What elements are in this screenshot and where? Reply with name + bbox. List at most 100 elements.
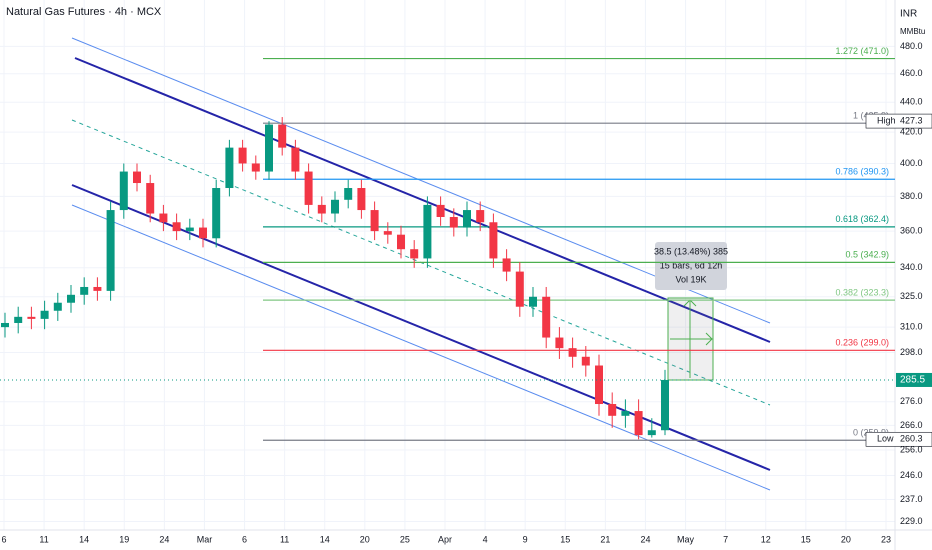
channel-outer-lower [71,204,771,491]
candle-body [463,210,471,228]
measure-label-box [655,242,727,290]
candle-body [212,188,221,239]
candle-body [265,124,273,172]
measure-volume: Vol 19K [675,274,706,284]
y-tick-label: 246.0 [900,470,923,480]
price-marker-value: 260.3 [900,434,923,444]
candle-body [581,356,590,366]
y-tick-label: 400.0 [900,158,923,168]
candle-body [278,124,287,148]
candle-body [647,430,656,436]
y-tick-label: 256.0 [900,444,923,454]
candle-body [53,302,62,311]
channel-upper [74,57,771,343]
candle-body [159,213,168,223]
x-tick-label: 25 [400,534,410,544]
candle-body [595,365,603,405]
candle-body [225,147,234,189]
candle-body [331,199,339,214]
x-tick-label: Apr [438,534,452,544]
candle-body [397,234,405,250]
candle-body [133,171,141,184]
candle-body [568,348,577,357]
fib-label: 1.272 (471.0) [835,46,889,56]
x-tick-label: 20 [360,534,370,544]
candle-body [489,222,498,259]
candle-body [106,210,115,291]
candle-body [93,286,102,291]
fib-label: 0.382 (323.3) [835,288,889,298]
x-tick-label: 21 [600,534,610,544]
candle-body [357,188,366,211]
candle-body [410,249,419,259]
candle-body [529,296,537,307]
candle-body [27,316,36,319]
candle-body [383,231,392,235]
x-tick-label: 24 [159,534,169,544]
candle-body [199,227,207,239]
candle-body [423,204,432,259]
y-tick-label: 325.0 [900,291,923,301]
channel-lower [71,184,771,471]
candle-body [608,404,617,416]
candle-body [146,183,155,214]
price-marker-tag: Low [877,434,894,444]
candle-body [515,271,524,307]
x-tick-label: 6 [242,534,247,544]
chart-title: Natural Gas Futures · 4h · MCX [6,6,162,18]
fib-label: 0.618 (362.4) [835,214,889,224]
candle-body [555,337,564,349]
candle-body [67,294,75,303]
y-tick-label: 276.0 [900,396,923,406]
currency: INR [900,9,917,20]
candle-body [621,411,630,416]
candle-body [251,163,260,172]
x-tick-label: May [677,534,695,544]
candle-body [40,310,49,319]
x-tick-label: 15 [801,534,811,544]
last-price-box [896,372,932,387]
candle-body [436,204,445,218]
candle-body [344,188,353,200]
candle-body [304,171,313,205]
fib-label: 0.236 (299.0) [835,338,889,348]
x-tick-label: 19 [119,534,129,544]
candle-body [317,204,326,214]
fib-label: 0.786 (390.3) [835,167,889,177]
y-tick-label: 460.0 [900,68,923,78]
measure-change: 38.5 (13.48%) 385 [654,246,728,256]
x-tick-label: 14 [320,534,330,544]
y-tick-label: 310.0 [900,321,923,331]
x-tick-label: 12 [761,534,771,544]
channel-outer-upper [71,37,771,324]
candle-body [80,286,89,295]
candle-body [1,322,9,328]
y-tick-label: 340.0 [900,262,923,272]
candle-body [291,147,300,172]
candle-body [185,227,194,232]
price-marker-tag: High [877,115,896,125]
candle-body [172,222,181,232]
candle-body [370,210,379,232]
y-tick-label: 229.0 [900,516,923,526]
y-tick-label: 440.0 [900,97,923,107]
x-tick-label: 4 [483,534,488,544]
candle-body [634,411,643,436]
candle-body [661,379,669,431]
price-marker-value: 427.3 [900,115,923,125]
x-tick-label: 15 [560,534,570,544]
x-tick-label: 14 [79,534,89,544]
measure-arrow-head [705,332,713,346]
candle-body [238,147,247,164]
candle-body [449,217,458,228]
unit: MMBtu [900,27,925,36]
price-marker-box [865,431,932,447]
candle-body [119,171,128,211]
fib-label: 0.5 (342.9) [845,250,889,260]
candle-body [502,258,511,272]
y-tick-label: 266.0 [900,420,923,430]
price-marker-box [865,113,932,129]
x-tick-label: 23 [881,534,891,544]
y-tick-label: 480.0 [900,41,923,51]
